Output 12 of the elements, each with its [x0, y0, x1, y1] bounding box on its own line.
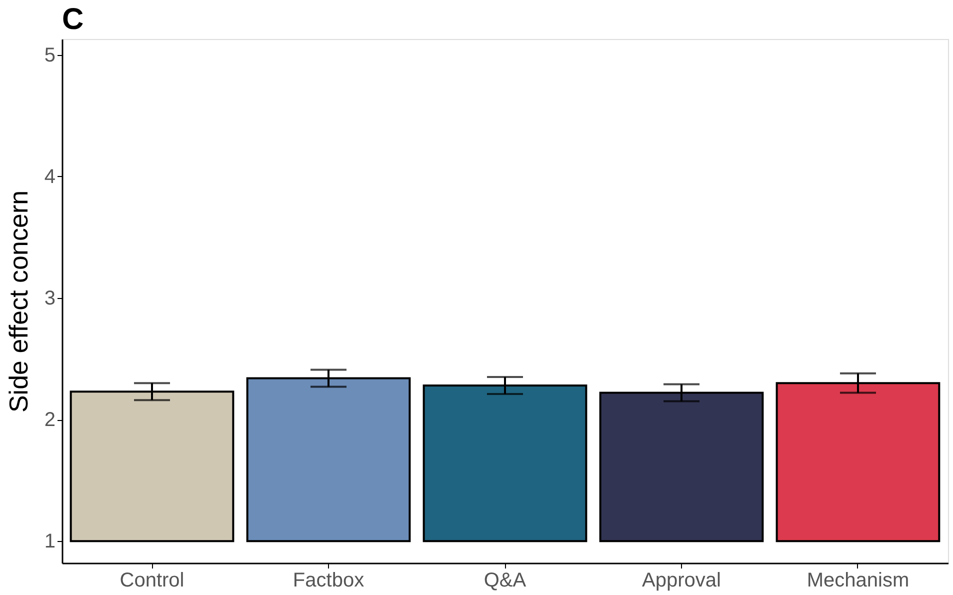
y-tick-label: 4	[44, 166, 56, 188]
chart-title: C	[62, 3, 84, 36]
x-tick-label: Approval	[642, 570, 721, 592]
x-tick-label: Control	[120, 570, 184, 592]
x-tick-label: Mechanism	[806, 570, 910, 592]
y-tick-label: 5	[44, 44, 56, 66]
y-tick-label: 2	[44, 409, 56, 432]
x-tick-label: Q&A	[484, 570, 527, 592]
y-tick-label: 1	[44, 530, 56, 553]
x-tick-label: Factbox	[292, 570, 364, 592]
y-tick-label: 3	[44, 287, 56, 310]
y-axis-title: Side effect concern	[3, 190, 34, 413]
